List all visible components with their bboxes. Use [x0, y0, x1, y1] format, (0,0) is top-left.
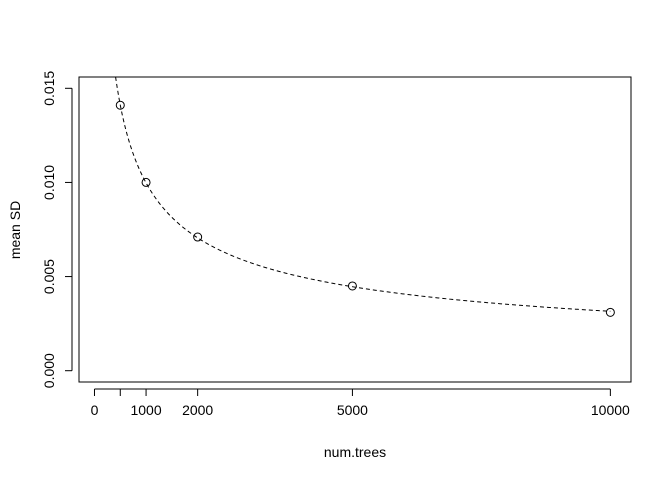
fit-curve — [115, 76, 611, 312]
x-tick-label: 5000 — [337, 402, 368, 418]
data-point — [347, 281, 357, 291]
y-tick-label: 0.010 — [41, 165, 57, 200]
data-point — [141, 177, 151, 187]
x-tick-label: 0 — [91, 402, 99, 418]
x-tick-label: 2000 — [182, 402, 213, 418]
y-tick-label: 0.000 — [41, 353, 57, 388]
y-axis-label: mean SD — [7, 201, 23, 259]
data-point — [115, 100, 125, 110]
data-point — [605, 307, 615, 317]
x-tick-label: 1000 — [130, 402, 161, 418]
data-points — [115, 100, 615, 317]
plot-frame — [78, 76, 632, 383]
x-tick-label: 10000 — [591, 402, 630, 418]
y-tick-label: 0.005 — [41, 259, 57, 294]
y-axis: 0.000 0.005 0.010 0.015 — [41, 71, 73, 388]
data-point — [193, 232, 203, 242]
x-axis-label: num.trees — [324, 444, 386, 460]
x-axis: 0 1000 2000 5000 10000 — [91, 388, 630, 418]
y-tick-label: 0.015 — [41, 71, 57, 106]
